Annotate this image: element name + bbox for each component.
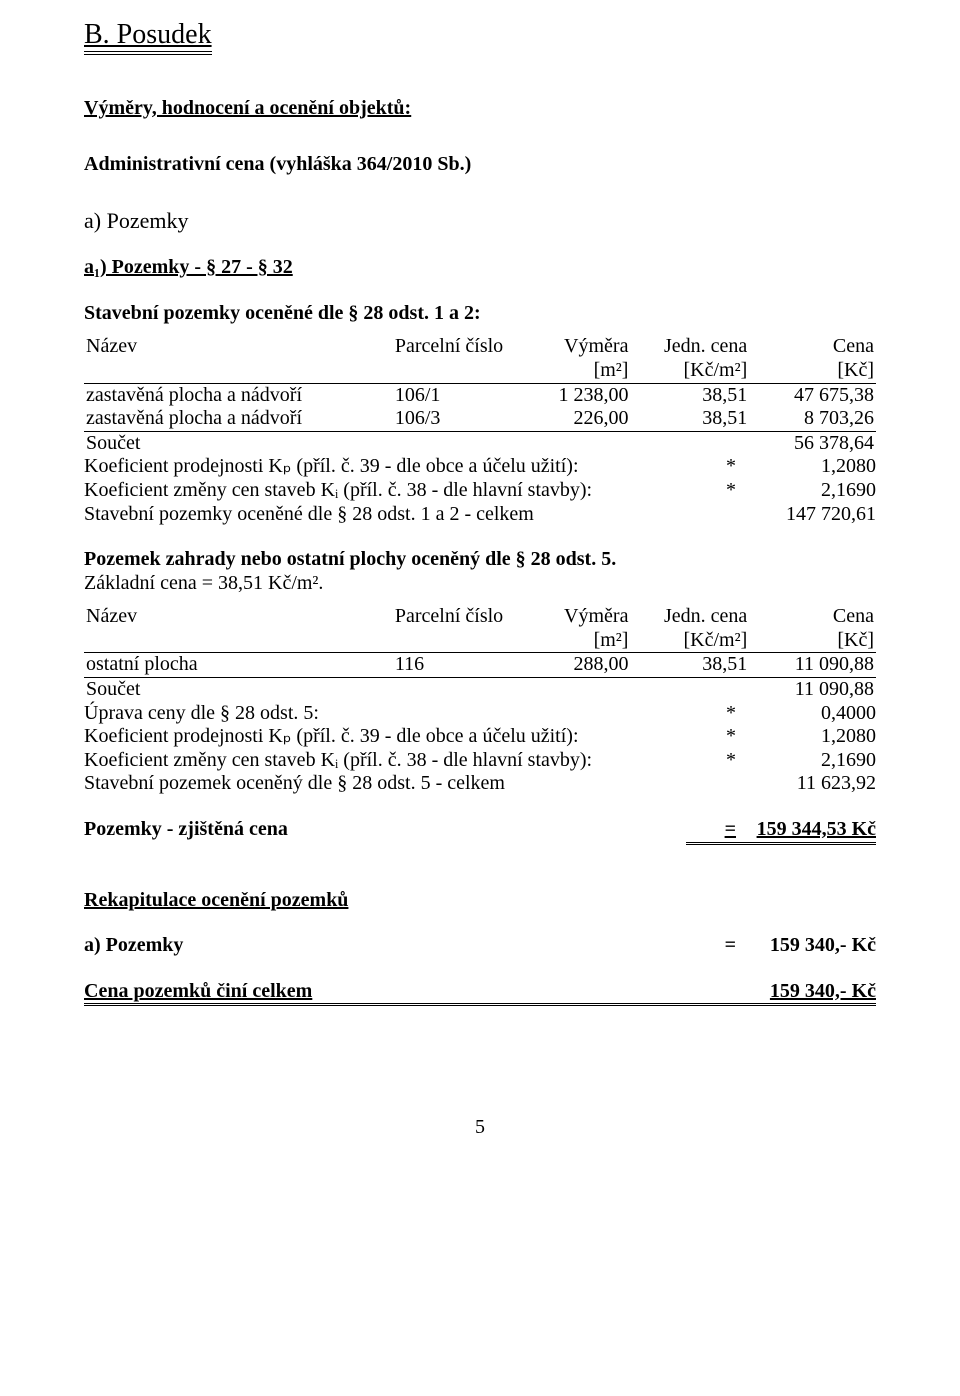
table-row: ostatní plocha 116 288,00 38,51 11 090,8… [84, 653, 876, 678]
th-parcel: Parcelní číslo [393, 335, 512, 359]
th-area: Výměra [512, 335, 631, 359]
th-name: Název [84, 335, 393, 359]
calc-op: * [686, 479, 736, 503]
soucet-label: Součet [84, 431, 749, 455]
calc-text: Koeficient prodejnosti Kₚ (příl. č. 39 -… [84, 455, 686, 479]
zjistena-cena-line: Pozemky - zjištěná cena = 159 344,53 Kč [84, 818, 876, 845]
unit-unitprice: [Kč/m²] [630, 629, 749, 653]
cell-price: 11 090,88 [749, 653, 876, 678]
calc-op [686, 772, 736, 796]
table-units-row: [m²] [Kč/m²] [Kč] [84, 629, 876, 653]
table-ostatni-plocha: Název Parcelní číslo Výměra Jedn. cena C… [84, 605, 876, 701]
cell-parcel: 106/3 [393, 407, 512, 431]
unit-unitprice: [Kč/m²] [630, 359, 749, 383]
recap-a-label: a) Pozemky [84, 934, 686, 958]
recap-a-eq: = [686, 934, 736, 958]
calc-text: Stavební pozemek oceněný dle § 28 odst. … [84, 772, 686, 796]
calc-line: Koeficient prodejnosti Kₚ (příl. č. 39 -… [84, 455, 876, 479]
calc-line: Úprava ceny dle § 28 odst. 5: * 0,4000 [84, 702, 876, 726]
th-price: Cena [749, 605, 876, 629]
unit-area: [m²] [512, 359, 631, 383]
calc-line: Koeficient změny cen staveb Kᵢ (příl. č.… [84, 479, 876, 503]
th-parcel: Parcelní číslo [393, 605, 512, 629]
calc-line: Stavební pozemek oceněný dle § 28 odst. … [84, 772, 876, 796]
cell-parcel: 106/1 [393, 383, 512, 407]
cell-unit: 38,51 [630, 407, 749, 431]
soucet-value: 11 090,88 [749, 678, 876, 702]
zjistena-eq: = [686, 818, 736, 845]
total-label: Cena pozemků činí celkem [84, 980, 736, 1004]
cell-unit: 38,51 [630, 383, 749, 407]
cell-parcel: 116 [393, 653, 512, 678]
title-text: B. Posudek [84, 18, 212, 55]
admin-heading: Administrativní cena (vyhláška 364/2010 … [84, 153, 876, 177]
unit-price: [Kč] [749, 359, 876, 383]
calc-val: 2,1690 [736, 479, 876, 503]
calc-line: Koeficient změny cen staveb Kᵢ (příl. č.… [84, 749, 876, 773]
calc-text: Koeficient změny cen staveb Kᵢ (příl. č.… [84, 749, 686, 773]
th-unit: Jedn. cena [630, 605, 749, 629]
page-title: B. Posudek [84, 18, 876, 75]
stav-heading: Stavební pozemky oceněné dle § 28 odst. … [84, 302, 876, 326]
cell-name: zastavěná plocha a nádvoří [84, 407, 393, 431]
calc-val: 1,2080 [736, 725, 876, 749]
cell-area: 1 238,00 [512, 383, 631, 407]
table-row: zastavěná plocha a nádvoří 106/1 1 238,0… [84, 383, 876, 407]
calc-val: 0,4000 [736, 702, 876, 726]
calc-val: 11 623,92 [736, 772, 876, 796]
table-units-row: [m²] [Kč/m²] [Kč] [84, 359, 876, 383]
cell-price: 47 675,38 [749, 383, 876, 407]
calc-op: * [686, 749, 736, 773]
total-val: 159 340,- Kč [736, 980, 876, 1004]
zjistena-val: 159 344,53 Kč [736, 818, 876, 845]
zakladni-cena: Základní cena = 38,51 Kč/m². [84, 572, 876, 596]
recap-a-val: 159 340,- Kč [736, 934, 876, 958]
cell-name: ostatní plocha [84, 653, 393, 678]
th-unit: Jedn. cena [630, 335, 749, 359]
calc-text: Úprava ceny dle § 28 odst. 5: [84, 702, 686, 726]
soucet-value: 56 378,64 [749, 431, 876, 455]
th-area: Výměra [512, 605, 631, 629]
unit-price: [Kč] [749, 629, 876, 653]
cell-price: 8 703,26 [749, 407, 876, 431]
zahrady-heading: Pozemek zahrady nebo ostatní plochy ocen… [84, 548, 876, 572]
unit-area: [m²] [512, 629, 631, 653]
cell-unit: 38,51 [630, 653, 749, 678]
table-stavebni-pozemky: Název Parcelní číslo Výměra Jedn. cena C… [84, 335, 876, 455]
calc-text: Koeficient prodejnosti Kₚ (příl. č. 39 -… [84, 725, 686, 749]
cell-area: 226,00 [512, 407, 631, 431]
subtitle-vymery: Výměry, hodnocení a ocenění objektů: [84, 97, 876, 121]
table-header-row: Název Parcelní číslo Výměra Jedn. cena C… [84, 335, 876, 359]
a1-heading: a₁) Pozemky - § 27 - § 32 [84, 256, 876, 280]
cell-area: 288,00 [512, 653, 631, 678]
zjistena-label: Pozemky - zjištěná cena [84, 818, 686, 845]
calc-val: 147 720,61 [736, 503, 876, 527]
a-pozemky-heading: a) Pozemky [84, 208, 876, 234]
calc-op: * [686, 702, 736, 726]
calc-text: Stavební pozemky oceněné dle § 28 odst. … [84, 503, 686, 527]
calc-line: Koeficient prodejnosti Kₚ (příl. č. 39 -… [84, 725, 876, 749]
table-row: zastavěná plocha a nádvoří 106/3 226,00 … [84, 407, 876, 431]
calc-text: Koeficient změny cen staveb Kᵢ (příl. č.… [84, 479, 686, 503]
table-header-row: Název Parcelní číslo Výměra Jedn. cena C… [84, 605, 876, 629]
total-line: Cena pozemků činí celkem 159 340,- Kč [84, 980, 876, 1007]
cell-name: zastavěná plocha a nádvoří [84, 383, 393, 407]
calc-line: Stavební pozemky oceněné dle § 28 odst. … [84, 503, 876, 527]
calc-val: 1,2080 [736, 455, 876, 479]
soucet-row: Součet 56 378,64 [84, 431, 876, 455]
th-price: Cena [749, 335, 876, 359]
calc-op: * [686, 455, 736, 479]
page-number: 5 [84, 1116, 876, 1140]
soucet-label: Součet [84, 678, 749, 702]
calc-op [686, 503, 736, 527]
soucet-row: Součet 11 090,88 [84, 678, 876, 702]
recap-heading: Rekapitulace ocenění pozemků [84, 889, 876, 913]
calc-op: * [686, 725, 736, 749]
th-name: Název [84, 605, 393, 629]
calc-val: 2,1690 [736, 749, 876, 773]
recap-a-line: a) Pozemky = 159 340,- Kč [84, 934, 876, 958]
